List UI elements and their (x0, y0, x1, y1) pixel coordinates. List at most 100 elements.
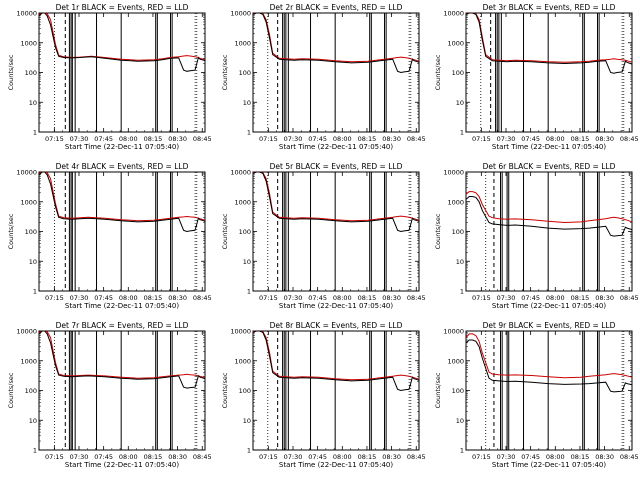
y-axis-label: Counts/sec (434, 54, 442, 90)
y-axis-label: Counts/sec (7, 372, 15, 408)
series-line-lld (252, 12, 420, 63)
x-tick-label: 08:45 (407, 453, 426, 461)
panel-det-9: Det 9r BLACK = Events, RED = LLD 1 10 100 10… (434, 321, 639, 469)
y-tick-label: 1000 (234, 39, 251, 47)
x-axis-label: Start Time (22-Dec-11 07:05:40) (492, 461, 606, 469)
x-tick-label: 08:00 (333, 453, 352, 461)
series-line-events (465, 339, 633, 393)
plot-frame (38, 171, 206, 292)
y-tick-label: 100 (25, 228, 37, 236)
series-line-events (38, 171, 206, 233)
y-axis-label: Counts/sec (434, 372, 442, 408)
y-tick-label: 1 (33, 129, 37, 137)
y-tick-label: 10 (456, 258, 464, 266)
y-tick-label: 1 (247, 447, 251, 455)
x-tick-label: 08:30 (168, 453, 187, 461)
y-axis-label: Counts/sec (7, 54, 15, 90)
y-tick-label: 100 (239, 69, 251, 77)
y-axis-label: Counts/sec (221, 54, 229, 90)
y-tick-label: 10 (29, 417, 37, 425)
y-tick-label: 1000 (447, 198, 464, 206)
y-tick-label: 100 (452, 69, 464, 77)
x-tick-label: 08:45 (193, 453, 212, 461)
series-line-lld (38, 330, 206, 379)
x-tick-label: 08:45 (620, 453, 639, 461)
series-line-events (38, 330, 206, 389)
y-tick-label: 1 (460, 288, 464, 296)
panel-det-3: Det 3r BLACK = Events, RED = LLD 1 10 100 10… (434, 3, 639, 151)
panel-title: Det 2r BLACK = Events, RED = LLD (270, 3, 403, 12)
x-tick-label: 07:45 (308, 135, 327, 143)
panel-title: Det 6r BLACK = Events, RED = LLD (483, 162, 616, 171)
y-tick-label: 1 (247, 129, 251, 137)
panel-det-6: Det 6r BLACK = Events, RED = LLD 1 10 100 10… (434, 162, 639, 310)
x-tick-label: 07:45 (94, 453, 113, 461)
x-tick-label: 08:45 (407, 135, 426, 143)
y-axis-label: Counts/sec (7, 213, 15, 249)
x-tick-label: 07:45 (308, 453, 327, 461)
y-tick-label: 10000 (443, 169, 464, 177)
x-tick-label: 08:15 (571, 294, 590, 302)
x-tick-label: 07:15 (472, 294, 491, 302)
x-tick-label: 08:00 (546, 135, 565, 143)
panel-det-1: Det 1r BLACK = Events, RED = LLD 1 10 100 10… (7, 3, 212, 151)
x-tick-label: 08:45 (620, 135, 639, 143)
series-line-events (38, 12, 206, 72)
series-line-lld (252, 171, 420, 222)
x-axis-label: Start Time (22-Dec-11 07:05:40) (492, 302, 606, 310)
y-tick-label: 1000 (447, 39, 464, 47)
panel-det-7: Det 7r BLACK = Events, RED = LLD 1 10 100 10… (7, 321, 212, 469)
plot-frame (465, 171, 633, 292)
x-tick-label: 07:45 (521, 453, 540, 461)
y-tick-label: 10 (456, 417, 464, 425)
x-tick-label: 08:00 (119, 453, 138, 461)
x-tick-label: 08:30 (595, 135, 614, 143)
y-tick-label: 100 (239, 228, 251, 236)
y-tick-label: 10 (29, 99, 37, 107)
x-tick-label: 08:00 (546, 294, 565, 302)
x-axis-label: Start Time (22-Dec-11 07:05:40) (492, 143, 606, 151)
x-tick-label: 07:30 (497, 294, 516, 302)
y-tick-label: 1 (33, 447, 37, 455)
x-tick-label: 07:30 (70, 453, 89, 461)
x-tick-label: 08:30 (382, 135, 401, 143)
x-tick-label: 07:30 (284, 453, 303, 461)
x-tick-label: 08:15 (571, 453, 590, 461)
x-tick-label: 08:30 (168, 294, 187, 302)
x-axis-label: Start Time (22-Dec-11 07:05:40) (279, 143, 393, 151)
x-tick-label: 08:00 (119, 294, 138, 302)
x-tick-label: 08:45 (620, 294, 639, 302)
x-tick-label: 07:15 (259, 294, 278, 302)
y-axis-label: Counts/sec (434, 213, 442, 249)
x-axis-label: Start Time (22-Dec-11 07:05:40) (65, 143, 179, 151)
x-tick-label: 07:30 (284, 135, 303, 143)
x-axis-label: Start Time (22-Dec-11 07:05:40) (65, 461, 179, 469)
y-tick-label: 10000 (443, 328, 464, 336)
series-line-lld (465, 333, 633, 379)
x-axis-label: Start Time (22-Dec-11 07:05:40) (65, 302, 179, 310)
x-tick-label: 08:00 (546, 453, 565, 461)
series-line-events (465, 12, 633, 74)
y-tick-label: 10000 (230, 10, 251, 18)
y-tick-label: 1000 (234, 357, 251, 365)
x-tick-label: 08:45 (407, 294, 426, 302)
x-tick-label: 08:30 (168, 135, 187, 143)
x-tick-label: 08:15 (571, 135, 590, 143)
panel-title: Det 5r BLACK = Events, RED = LLD (270, 162, 403, 171)
y-tick-label: 10 (243, 258, 251, 266)
series-line-lld (252, 330, 420, 381)
y-axis-label: Counts/sec (221, 372, 229, 408)
series-line-events (465, 196, 633, 237)
panel-title: Det 1r BLACK = Events, RED = LLD (56, 3, 189, 12)
x-tick-label: 08:15 (358, 453, 377, 461)
x-tick-label: 08:15 (144, 294, 163, 302)
x-tick-label: 07:30 (497, 135, 516, 143)
plot-frame (38, 330, 206, 451)
x-tick-label: 07:30 (70, 294, 89, 302)
x-tick-label: 08:45 (193, 135, 212, 143)
x-tick-label: 08:15 (358, 135, 377, 143)
x-tick-label: 07:45 (94, 294, 113, 302)
panel-title: Det 3r BLACK = Events, RED = LLD (483, 3, 616, 12)
